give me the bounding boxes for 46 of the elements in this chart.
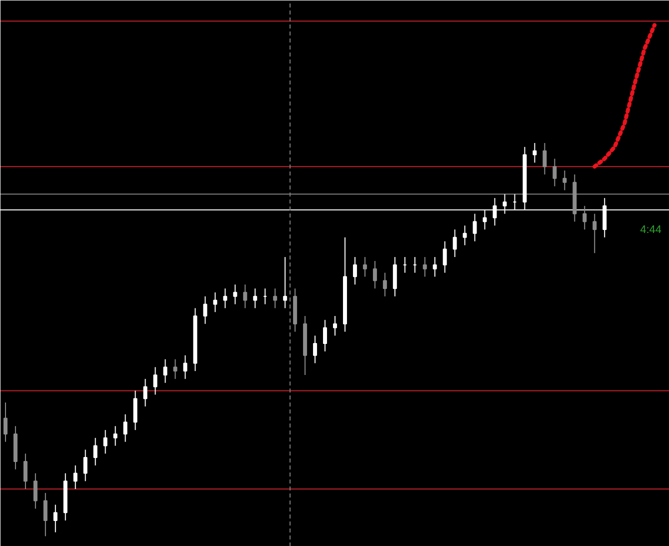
candlestick <box>372 260 377 289</box>
candlestick <box>173 358 178 380</box>
candlestick <box>382 272 387 297</box>
candlestick <box>313 335 318 364</box>
candlestick <box>333 316 337 336</box>
candlestick <box>542 142 547 175</box>
candlestick <box>153 366 158 396</box>
candlestick <box>243 284 248 309</box>
candlestick <box>283 256 288 309</box>
candlestick <box>392 256 397 297</box>
annotation: 4:44 <box>640 224 662 236</box>
candlestick <box>472 213 477 242</box>
candlestick <box>432 256 437 278</box>
candlestick <box>133 390 138 431</box>
candlestick <box>163 358 168 384</box>
candlestick <box>273 288 278 309</box>
candlestick <box>532 142 537 164</box>
candlestick <box>33 472 38 510</box>
candlestick <box>123 414 128 442</box>
candlestick <box>213 292 218 313</box>
candlestick <box>592 213 597 254</box>
candlestick <box>113 426 118 446</box>
candlestick <box>93 437 98 466</box>
candlestick <box>422 256 427 278</box>
candlestick <box>323 319 328 352</box>
candlestick <box>582 205 587 230</box>
candlestick <box>562 170 567 191</box>
candlestick <box>452 229 457 258</box>
candlestick <box>203 296 208 324</box>
candlestick <box>362 256 367 278</box>
candlestick <box>3 402 8 442</box>
candlestick <box>53 504 58 533</box>
candlestick <box>23 453 28 490</box>
candlestick <box>43 492 48 537</box>
candlestick <box>253 288 258 309</box>
candlestick <box>352 256 357 286</box>
candlestick <box>143 378 148 407</box>
candlestick <box>442 240 447 274</box>
candlestick <box>223 288 228 309</box>
candlestick <box>73 464 78 490</box>
candlestick <box>183 354 188 380</box>
candlestick <box>552 158 557 187</box>
candlestick <box>103 430 108 454</box>
candlestick <box>233 284 238 305</box>
candlestick <box>462 225 467 246</box>
candlestick <box>83 449 88 482</box>
